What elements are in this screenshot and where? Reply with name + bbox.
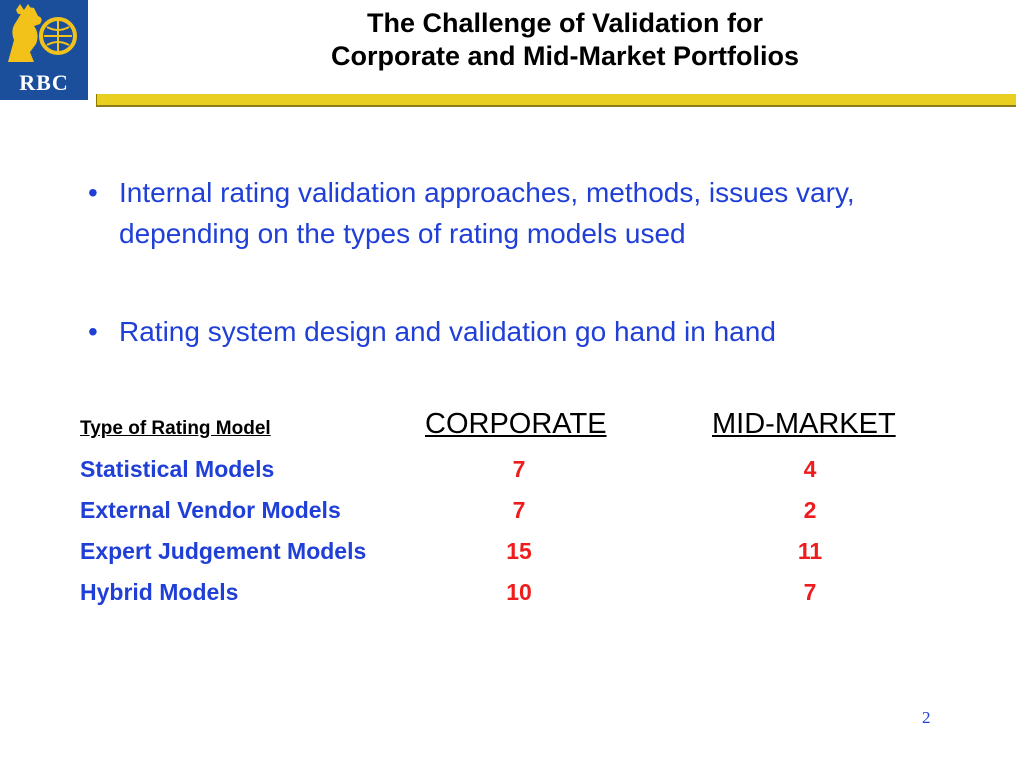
table-row: Statistical Models 7 4 bbox=[80, 456, 960, 494]
corporate-value: 15 bbox=[506, 538, 532, 564]
corporate-value: 10 bbox=[506, 579, 532, 605]
page-number: 2 bbox=[922, 708, 931, 727]
bullet-text: Rating system design and validation go h… bbox=[119, 316, 776, 347]
table-row: Expert Judgement Models 15 11 bbox=[80, 538, 960, 576]
header-corporate: CORPORATE bbox=[425, 408, 607, 440]
mid-market-value: 4 bbox=[803, 456, 817, 482]
logo-text: RBC bbox=[19, 70, 69, 95]
title-underline-bar bbox=[96, 94, 1016, 107]
bullet-symbol: • bbox=[88, 316, 98, 347]
title-line-2: Corporate and Mid-Market Portfolios bbox=[330, 41, 800, 71]
bullet-list: • Internal rating validation approaches,… bbox=[88, 172, 968, 352]
title-line-1: The Challenge of Validation for bbox=[366, 8, 764, 38]
bullet-item: • Rating system design and validation go… bbox=[88, 311, 968, 352]
mid-market-value: 11 bbox=[797, 538, 823, 564]
bullet-text: Internal rating validation approaches, m… bbox=[119, 177, 855, 249]
table-row: Hybrid Models 10 7 bbox=[80, 579, 960, 617]
bullet-symbol: • bbox=[88, 177, 98, 208]
corporate-value: 7 bbox=[512, 497, 526, 523]
row-label: Expert Judgement Models bbox=[80, 538, 367, 564]
header-mid-market: MID-MARKET bbox=[712, 408, 896, 440]
mid-market-value: 2 bbox=[803, 497, 817, 523]
page-title: The Challenge of Validation for Corporat… bbox=[150, 7, 980, 73]
row-label: External Vendor Models bbox=[80, 497, 341, 523]
bullet-item: • Internal rating validation approaches,… bbox=[88, 172, 968, 254]
corporate-value: 7 bbox=[512, 456, 526, 482]
row-label: Statistical Models bbox=[80, 456, 275, 482]
rbc-logo: RBC bbox=[0, 0, 88, 100]
mid-market-value: 7 bbox=[803, 579, 817, 605]
table-row: External Vendor Models 7 2 bbox=[80, 497, 960, 535]
lion-globe-icon bbox=[8, 4, 77, 62]
row-label: Hybrid Models bbox=[80, 579, 239, 605]
header-type-of-rating-model: Type of Rating Model bbox=[80, 418, 271, 439]
